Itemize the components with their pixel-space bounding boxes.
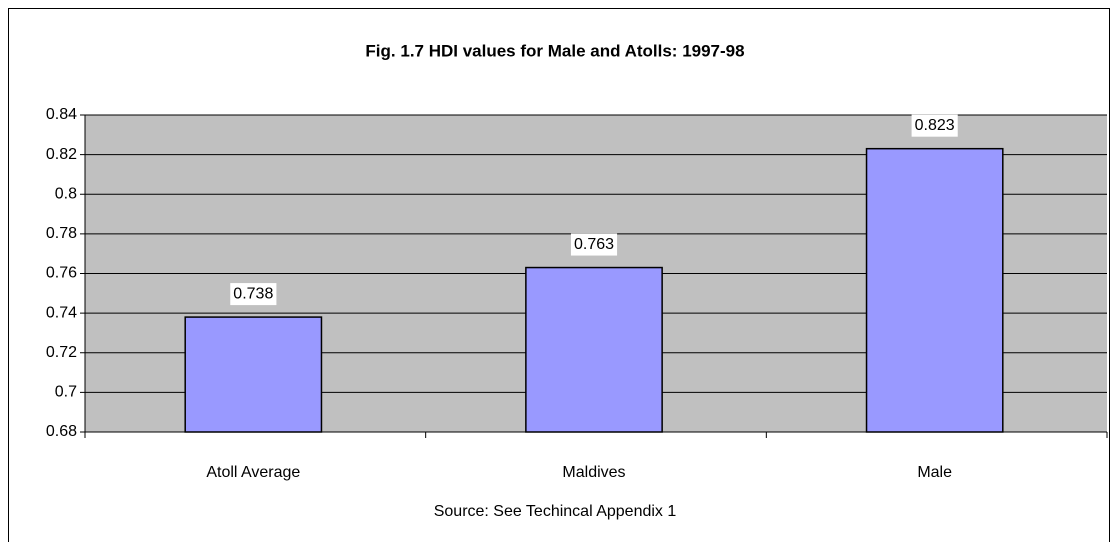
y-tick-label: 0.74 <box>46 304 77 321</box>
source-note: Source: See Techincal Appendix 1 <box>434 503 677 520</box>
y-tick-label: 0.82 <box>46 146 77 163</box>
bar <box>865 147 1004 433</box>
value-label-bg <box>230 283 277 306</box>
y-tick-label: 0.84 <box>46 106 77 123</box>
y-tick-label: 0.76 <box>46 265 77 282</box>
value-label: 0.763 <box>574 236 614 253</box>
y-tick-label: 0.8 <box>55 185 77 202</box>
x-tick-label: Maldives <box>562 464 625 481</box>
value-label-bg <box>570 233 618 256</box>
value-label: 0.738 <box>233 285 273 302</box>
y-tick-label: 0.72 <box>46 344 77 361</box>
value-label-bg <box>911 114 958 137</box>
bar <box>525 266 663 433</box>
x-tick-label: Male <box>917 464 952 481</box>
bar <box>184 316 323 433</box>
chart-title: Fig. 1.7 HDI values for Male and Atolls:… <box>365 41 744 60</box>
y-tick-label: 0.78 <box>46 225 77 242</box>
y-tick-label: 0.7 <box>55 384 77 401</box>
value-label: 0.823 <box>915 117 955 134</box>
y-tick-label: 0.68 <box>46 423 77 440</box>
x-tick-label: Atoll Average <box>206 464 300 481</box>
